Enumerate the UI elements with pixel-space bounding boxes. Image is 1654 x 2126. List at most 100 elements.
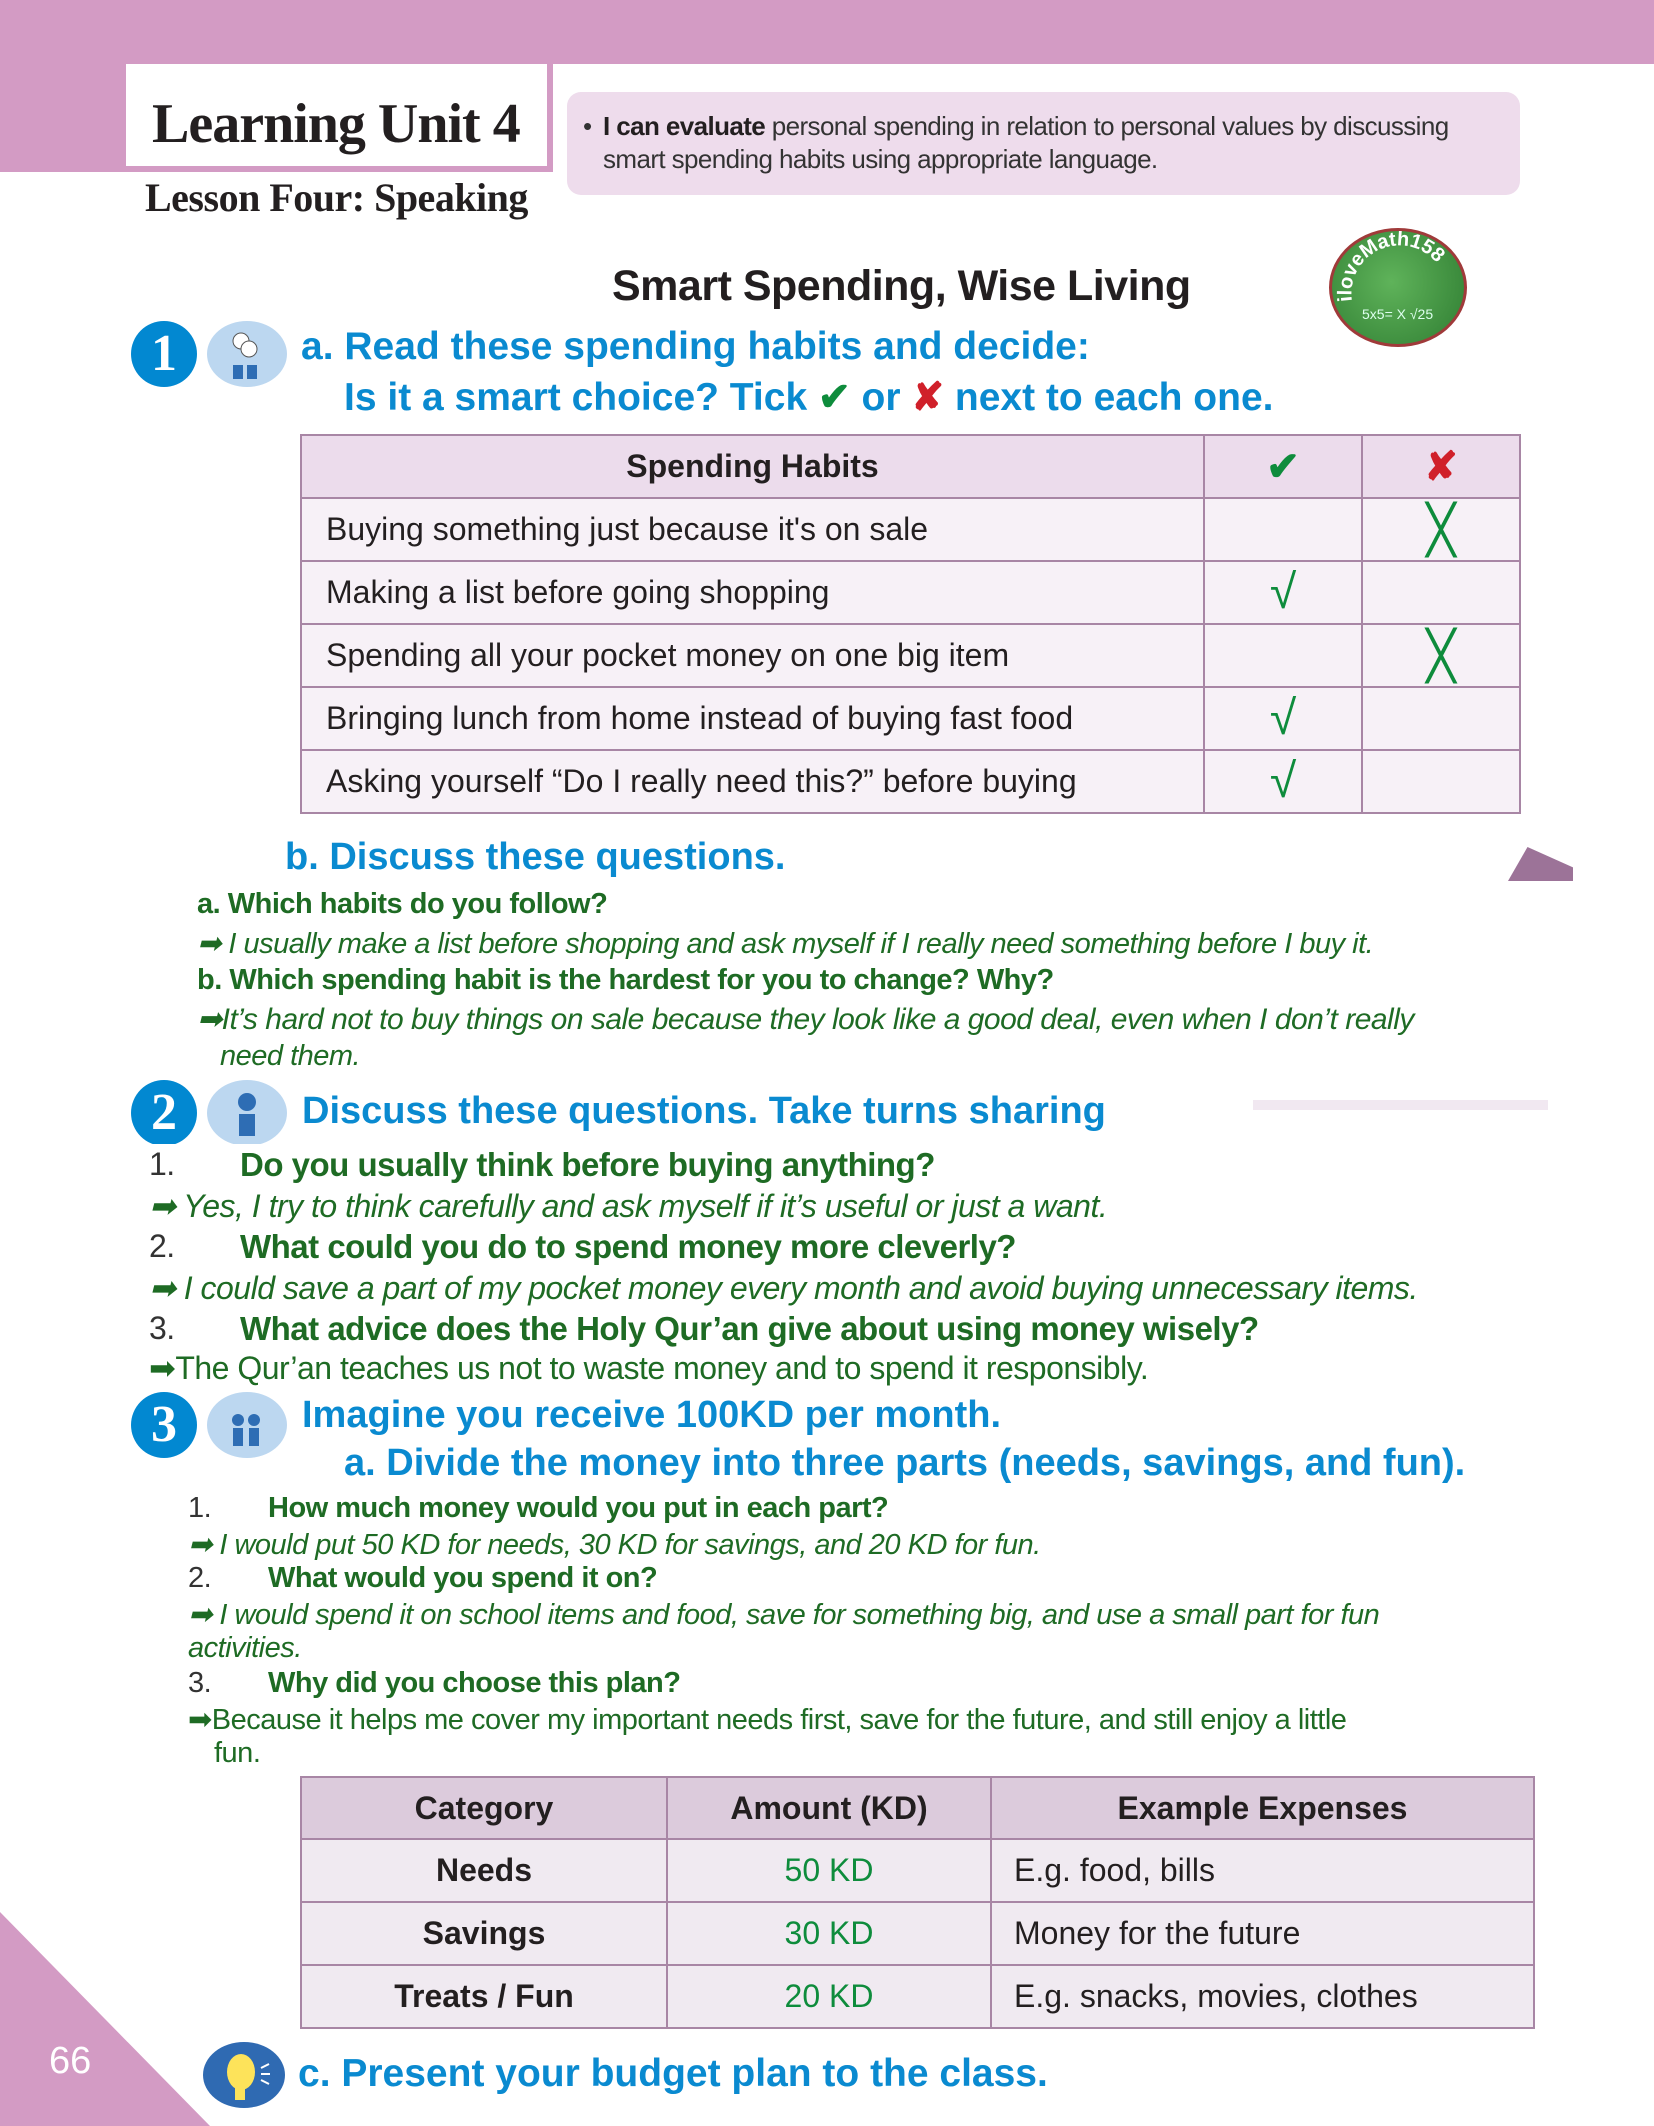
objective-box: • I can evaluate personal spending in rel… (567, 92, 1520, 195)
amount-cell[interactable]: 20 KD (666, 1964, 992, 2029)
page-title: Smart Spending, Wise Living (612, 262, 1191, 310)
category-cell: Savings (300, 1901, 668, 1966)
cross-cell[interactable] (1361, 560, 1521, 625)
cross-cell[interactable] (1361, 749, 1521, 814)
cross-cell[interactable] (1361, 686, 1521, 751)
header-amount: Amount (KD) (666, 1776, 992, 1840)
instruction-text: Is it a smart choice? Tick (344, 376, 808, 419)
answer: ➡ Yes, I try to think carefully and ask … (149, 1188, 1108, 1224)
section-1-number: 1 (131, 321, 197, 387)
answers-2-block: 1. Do you usually think before buying an… (140, 1144, 1600, 1388)
category-cell: Treats / Fun (300, 1964, 668, 2029)
question: What could you do to spend money more cl… (240, 1228, 1016, 1265)
unit-title: Learning Unit 4 (152, 93, 521, 155)
question: Why did you choose this plan? (268, 1667, 681, 1699)
question-number: 2. (188, 1562, 212, 1594)
page-number: 66 (49, 2040, 92, 2082)
section-3-number: 3 (131, 1392, 197, 1458)
question: How much money would you put in each par… (268, 1492, 889, 1524)
habit-cell: Bringing lunch from home instead of buyi… (300, 686, 1205, 751)
instruction-or: or (861, 376, 901, 419)
question: b. Which spending habit is the hardest f… (197, 964, 1054, 996)
table-header-row: Spending Habits ✔ ✘ (300, 434, 1521, 499)
question: What advice does the Holy Qur’an give ab… (240, 1310, 1259, 1347)
tick-icon: ✔ (818, 376, 851, 419)
left-band (0, 0, 126, 172)
table-row: Treats / Fun 20 KD E.g. snacks, movies, cl… (300, 1964, 1535, 2029)
answer-cont: fun. (214, 1737, 261, 1769)
answer: ➡ I would spend it on school items and f… (188, 1599, 1380, 1631)
answer: ➡ I usually make a list before shopping … (197, 928, 1374, 960)
header-spending-habits: Spending Habits (300, 434, 1205, 499)
speaking-icon (203, 2042, 285, 2108)
instruction-1a-line2: Is it a smart choice? Tick ✔ or ✘ next t… (344, 375, 1273, 420)
habit-cell: Spending all your pocket money on one bi… (300, 623, 1205, 688)
instruction-text-end: next to each one. (954, 376, 1274, 419)
amount-cell[interactable]: 30 KD (666, 1901, 992, 1966)
tick-cell[interactable] (1203, 497, 1363, 562)
answers-1b-block: a. Which habits do you follow? ➡ I usual… (190, 884, 1610, 1076)
answer-cont: activities. (188, 1632, 302, 1664)
header-cross-icon: ✘ (1361, 434, 1521, 499)
answer-cont: need them. (220, 1040, 361, 1072)
question-number: 3. (188, 1667, 212, 1699)
answer: ➡Because it helps me cover my important … (188, 1704, 1347, 1736)
header-category: Category (300, 1776, 668, 1840)
table-row: Buying something just because it's on sa… (300, 497, 1521, 562)
answer: ➡ I could save a part of my pocket money… (149, 1270, 1418, 1306)
table-row: Asking yourself “Do I really need this?”… (300, 749, 1521, 814)
question: What would you spend it on? (268, 1562, 658, 1594)
example-cell[interactable]: Money for the future (990, 1901, 1535, 1966)
pair-discussion-icon (207, 321, 287, 387)
instruction-3: Imagine you receive 100KD per month. (302, 1394, 1002, 1436)
question-number: 1. (149, 1146, 175, 1182)
habit-cell: Asking yourself “Do I really need this?”… (300, 749, 1205, 814)
question-number: 2. (149, 1228, 175, 1264)
pair-discussion-icon (207, 1392, 287, 1458)
spending-habits-table: Spending Habits ✔ ✘ Buying something jus… (300, 434, 1521, 814)
question: a. Which habits do you follow? (197, 888, 608, 920)
amount-cell[interactable]: 50 KD (666, 1838, 992, 1903)
question-number: 1. (188, 1492, 212, 1524)
answer: ➡The Qur’an teaches us not to waste mone… (149, 1350, 1149, 1386)
category-cell: Needs (300, 1838, 668, 1903)
habit-cell: Making a list before going shopping (300, 560, 1205, 625)
corner-triangle (0, 1912, 210, 2126)
ilovemath-logo: iloveMath158 5x5= X √25 (1329, 228, 1467, 347)
objective-text: personal spending in relation to persona… (603, 111, 1449, 174)
unit-box (126, 64, 553, 172)
example-cell[interactable]: E.g. snacks, movies, clothes (990, 1964, 1535, 2029)
tick-cell[interactable]: √ (1203, 686, 1363, 751)
tick-cell[interactable] (1203, 623, 1363, 688)
header-example: Example Expenses (990, 1776, 1535, 1840)
header-tick-icon: ✔ (1203, 434, 1363, 499)
example-cell[interactable]: E.g. food, bills (990, 1838, 1535, 1903)
budget-table: Category Amount (KD) Example Expenses Ne… (300, 1776, 1535, 2029)
svg-text:5x5= X √25: 5x5= X √25 (1362, 306, 1433, 322)
habit-cell: Buying something just because it's on sa… (300, 497, 1205, 562)
table-header-row: Category Amount (KD) Example Expenses (300, 1776, 1535, 1840)
instruction-2: Discuss these questions. Take turns shar… (302, 1090, 1106, 1132)
tick-cell[interactable]: √ (1203, 749, 1363, 814)
cross-icon: ✘ (911, 376, 945, 419)
table-row: Needs 50 KD E.g. food, bills (300, 1838, 1535, 1903)
svg-text:iloveMath158: iloveMath158 (1334, 231, 1449, 303)
table-row: Making a list before going shopping √ (300, 560, 1521, 625)
pink-strip (1253, 1100, 1548, 1110)
book-corner-icon (1508, 847, 1573, 881)
instruction-3c: c. Present your budget plan to the class… (298, 2052, 1048, 2095)
lesson-title: Lesson Four: Speaking (145, 175, 528, 220)
answer: ➡It’s hard not to buy things on sale bec… (197, 1003, 1414, 1036)
question: Do you usually think before buying anyth… (240, 1146, 935, 1183)
table-row: Bringing lunch from home instead of buyi… (300, 686, 1521, 751)
answer: ➡ I would put 50 KD for needs, 30 KD for… (188, 1529, 1041, 1561)
top-band (0, 0, 1654, 64)
cross-cell[interactable]: ╳ (1361, 497, 1521, 562)
pair-discussion-icon (207, 1080, 287, 1146)
tick-cell[interactable]: √ (1203, 560, 1363, 625)
instruction-3a: a. Divide the money into three parts (ne… (344, 1442, 1466, 1484)
instruction-1b: b. Discuss these questions. (285, 836, 786, 878)
cross-cell[interactable]: ╳ (1361, 623, 1521, 688)
section-2-number: 2 (131, 1080, 197, 1146)
table-row: Spending all your pocket money on one bi… (300, 623, 1521, 688)
